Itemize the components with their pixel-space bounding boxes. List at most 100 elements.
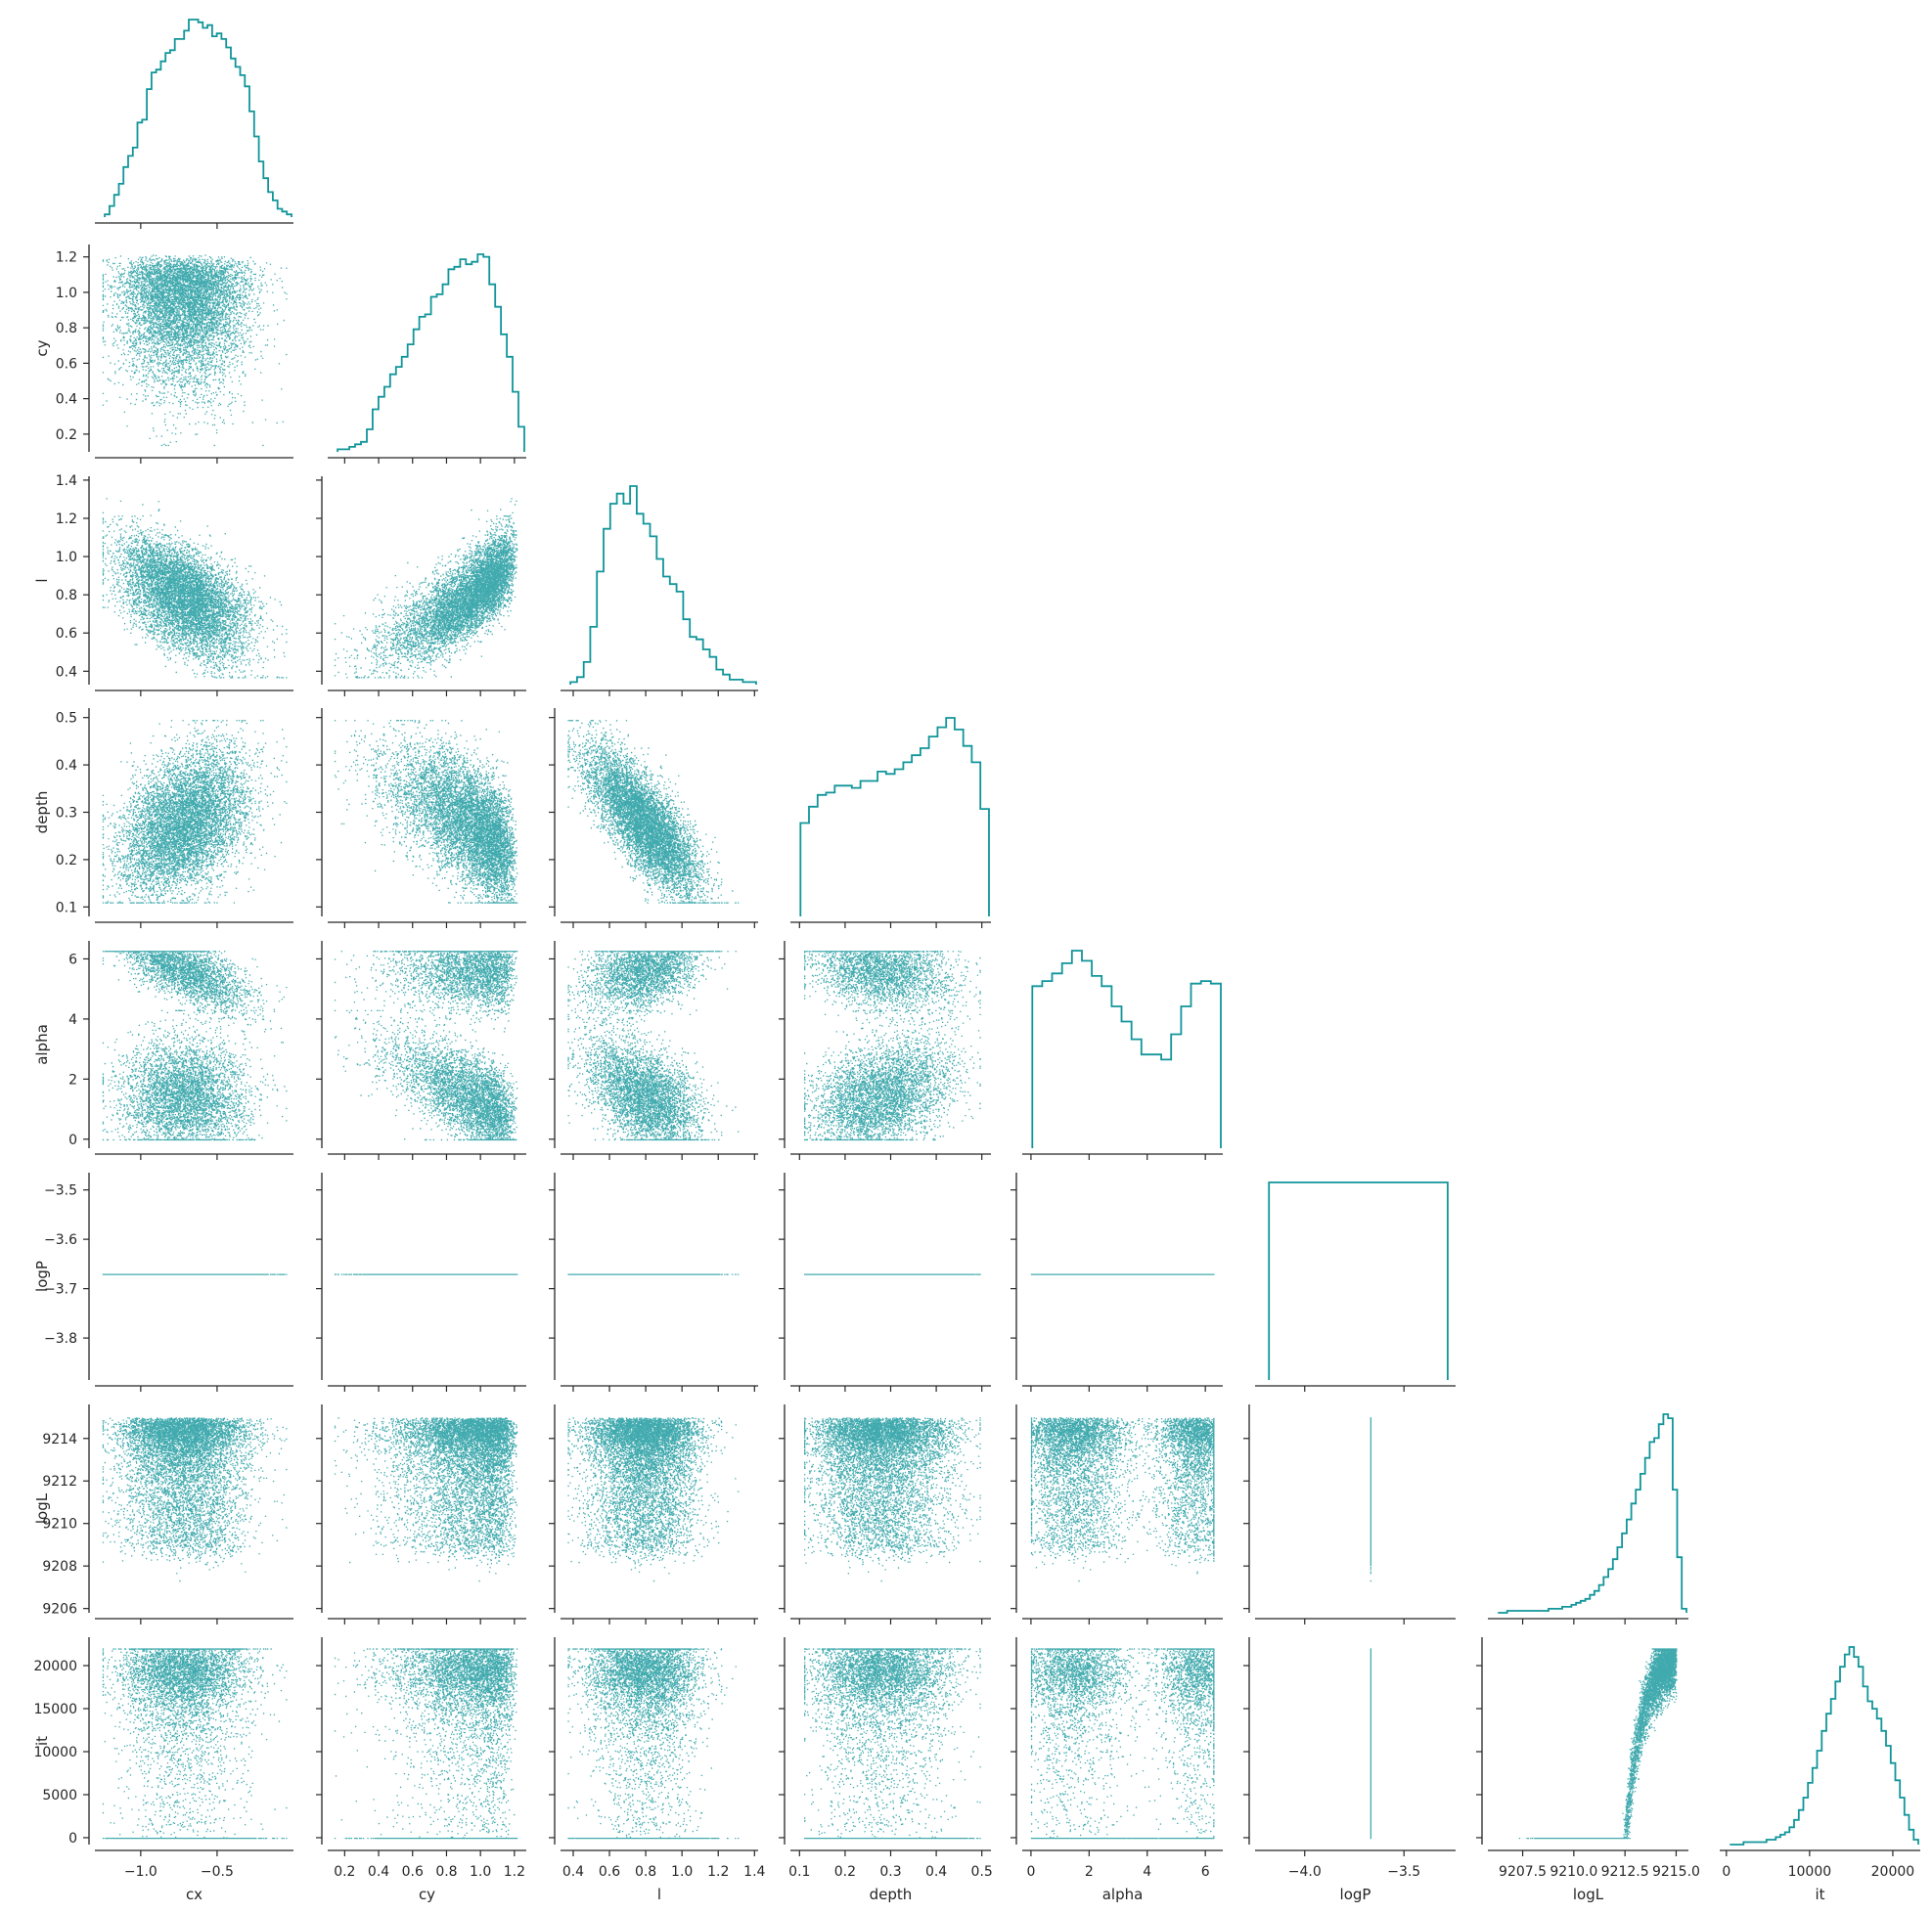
x-tick-label-alpha: 0	[1026, 1864, 1035, 1880]
y-tick-label-logP: −3.8	[44, 1331, 77, 1347]
axes-logP-l	[549, 1173, 758, 1392]
axes-alpha-depth	[779, 941, 991, 1160]
histogram-l	[569, 485, 757, 685]
scatter-points-logL-vs-alpha	[1030, 1417, 1215, 1582]
y-tick-label-logP: −3.7	[44, 1282, 77, 1298]
axes-logP-cy	[316, 1173, 526, 1392]
x-tick-label-l: 1.2	[707, 1864, 729, 1880]
labels-layer: 0.20.40.60.81.01.2cy0.40.60.81.01.21.4l0…	[33, 250, 1914, 1903]
x-tick-label-depth: 0.5	[971, 1864, 993, 1880]
x-tick-label-cy: 1.0	[470, 1864, 491, 1880]
axes-depth-l	[549, 708, 758, 928]
x-tick-label-cy: 0.4	[368, 1864, 389, 1880]
x-tick-label-cy: 0.2	[334, 1864, 355, 1880]
x-tick-label-logP: −4.0	[1288, 1864, 1322, 1880]
y-tick-label-alpha: 2	[68, 1072, 77, 1088]
axes-l-cy	[316, 476, 526, 696]
axes-depth-cx	[83, 708, 293, 928]
scatter-points-depth-vs-l	[567, 720, 740, 904]
scatter-points-it-vs-logP	[1370, 1648, 1371, 1840]
y-tick-label-it: 10000	[33, 1745, 77, 1760]
scatter-points-logP-vs-cx	[102, 1273, 288, 1275]
x-tick-label-alpha: 2	[1085, 1864, 1094, 1880]
y-tick-label-logP: −3.5	[44, 1183, 77, 1199]
axes-it-cy	[316, 1637, 526, 1856]
y-axis-label-alpha: alpha	[33, 1024, 51, 1065]
x-tick-label-depth: 0.3	[879, 1864, 901, 1880]
scatter-layer	[102, 254, 1678, 1840]
axes-logP-depth	[779, 1173, 991, 1392]
scatter-points-it-vs-logL	[1518, 1648, 1678, 1840]
y-axis-label-cy: cy	[33, 339, 51, 356]
x-axis-label-cx: cx	[186, 1886, 202, 1903]
scatter-points-logL-vs-cx	[102, 1417, 288, 1582]
histogram-alpha	[1031, 950, 1222, 1148]
y-tick-label-depth: 0.4	[56, 758, 77, 774]
scatter-points-alpha-vs-depth	[804, 951, 981, 1141]
scatter-points-depth-vs-cx	[102, 720, 288, 904]
axes-cx-cx	[95, 222, 293, 229]
axes-it-cx	[83, 1637, 293, 1856]
histogram-cx	[104, 19, 292, 217]
scatter-points-it-vs-depth	[804, 1648, 981, 1840]
scatter-points-it-vs-alpha	[1030, 1648, 1215, 1840]
scatter-points-logP-vs-cy	[334, 1273, 518, 1275]
axes-it-it	[1720, 1849, 1920, 1856]
y-tick-label-it: 15000	[33, 1702, 77, 1717]
y-tick-label-logL: 9208	[42, 1559, 77, 1575]
histogram-depth	[799, 717, 990, 916]
x-tick-label-logL: 9215.0	[1652, 1864, 1700, 1880]
axes-depth-cy	[316, 708, 526, 928]
y-tick-label-alpha: 4	[68, 1012, 77, 1028]
y-tick-label-depth: 0.3	[56, 806, 77, 822]
x-tick-label-cy: 1.2	[504, 1864, 525, 1880]
scatter-points-alpha-vs-cy	[334, 951, 518, 1141]
y-tick-label-cy: 0.8	[56, 321, 77, 336]
axes-logL-logP	[1243, 1404, 1456, 1625]
x-axis-label-l: l	[657, 1886, 661, 1903]
axes-logL-alpha	[1011, 1404, 1223, 1625]
histogram-logP	[1268, 1181, 1449, 1380]
x-tick-label-it: 10000	[1788, 1864, 1832, 1880]
scatter-points-cy-vs-cx	[102, 254, 288, 447]
x-tick-label-logL: 9207.5	[1499, 1864, 1547, 1880]
axes-it-l	[549, 1637, 758, 1856]
x-tick-label-alpha: 4	[1143, 1864, 1151, 1880]
y-tick-label-l: 0.8	[56, 588, 77, 603]
x-axis-label-it: it	[1815, 1886, 1824, 1903]
histogram-logL	[1498, 1413, 1687, 1614]
scatter-points-logL-vs-depth	[804, 1417, 981, 1582]
y-axis-label-it: it	[33, 1736, 51, 1746]
y-axis-label-logL: logL	[33, 1492, 51, 1524]
scatter-points-alpha-vs-l	[567, 951, 740, 1141]
axes-logL-l	[549, 1404, 758, 1625]
axes-logP-cx	[83, 1173, 293, 1392]
y-tick-label-alpha: 6	[68, 952, 77, 967]
x-axis-label-depth: depth	[870, 1886, 913, 1903]
x-tick-label-l: 1.4	[743, 1864, 765, 1880]
x-tick-label-depth: 0.1	[788, 1864, 810, 1880]
y-axis-label-depth: depth	[33, 791, 51, 834]
histogram-it	[1730, 1646, 1919, 1846]
y-tick-label-cy: 0.2	[56, 427, 77, 443]
scatter-points-logL-vs-logP	[1370, 1417, 1371, 1582]
x-tick-label-cy: 0.8	[435, 1864, 457, 1880]
y-tick-label-depth: 0.2	[56, 853, 77, 868]
y-tick-label-l: 1.4	[56, 473, 77, 489]
y-tick-label-l: 0.4	[56, 664, 77, 680]
axes-layer	[83, 222, 1920, 1856]
y-tick-label-logP: −3.6	[44, 1232, 77, 1248]
x-tick-label-l: 0.6	[599, 1864, 620, 1880]
axes-l-l	[561, 690, 758, 696]
axes-logL-depth	[779, 1404, 991, 1625]
y-tick-label-logL: 9206	[42, 1602, 77, 1618]
axes-cy-cx	[83, 245, 293, 464]
y-tick-label-logL: 9210	[42, 1517, 77, 1533]
x-axis-label-alpha: alpha	[1102, 1886, 1144, 1903]
y-tick-label-alpha: 0	[68, 1133, 77, 1148]
scatter-points-alpha-vs-cx	[102, 951, 288, 1141]
x-tick-label-cx: −0.5	[201, 1864, 234, 1880]
y-tick-label-cy: 0.6	[56, 356, 77, 372]
axes-it-logL	[1476, 1637, 1688, 1856]
